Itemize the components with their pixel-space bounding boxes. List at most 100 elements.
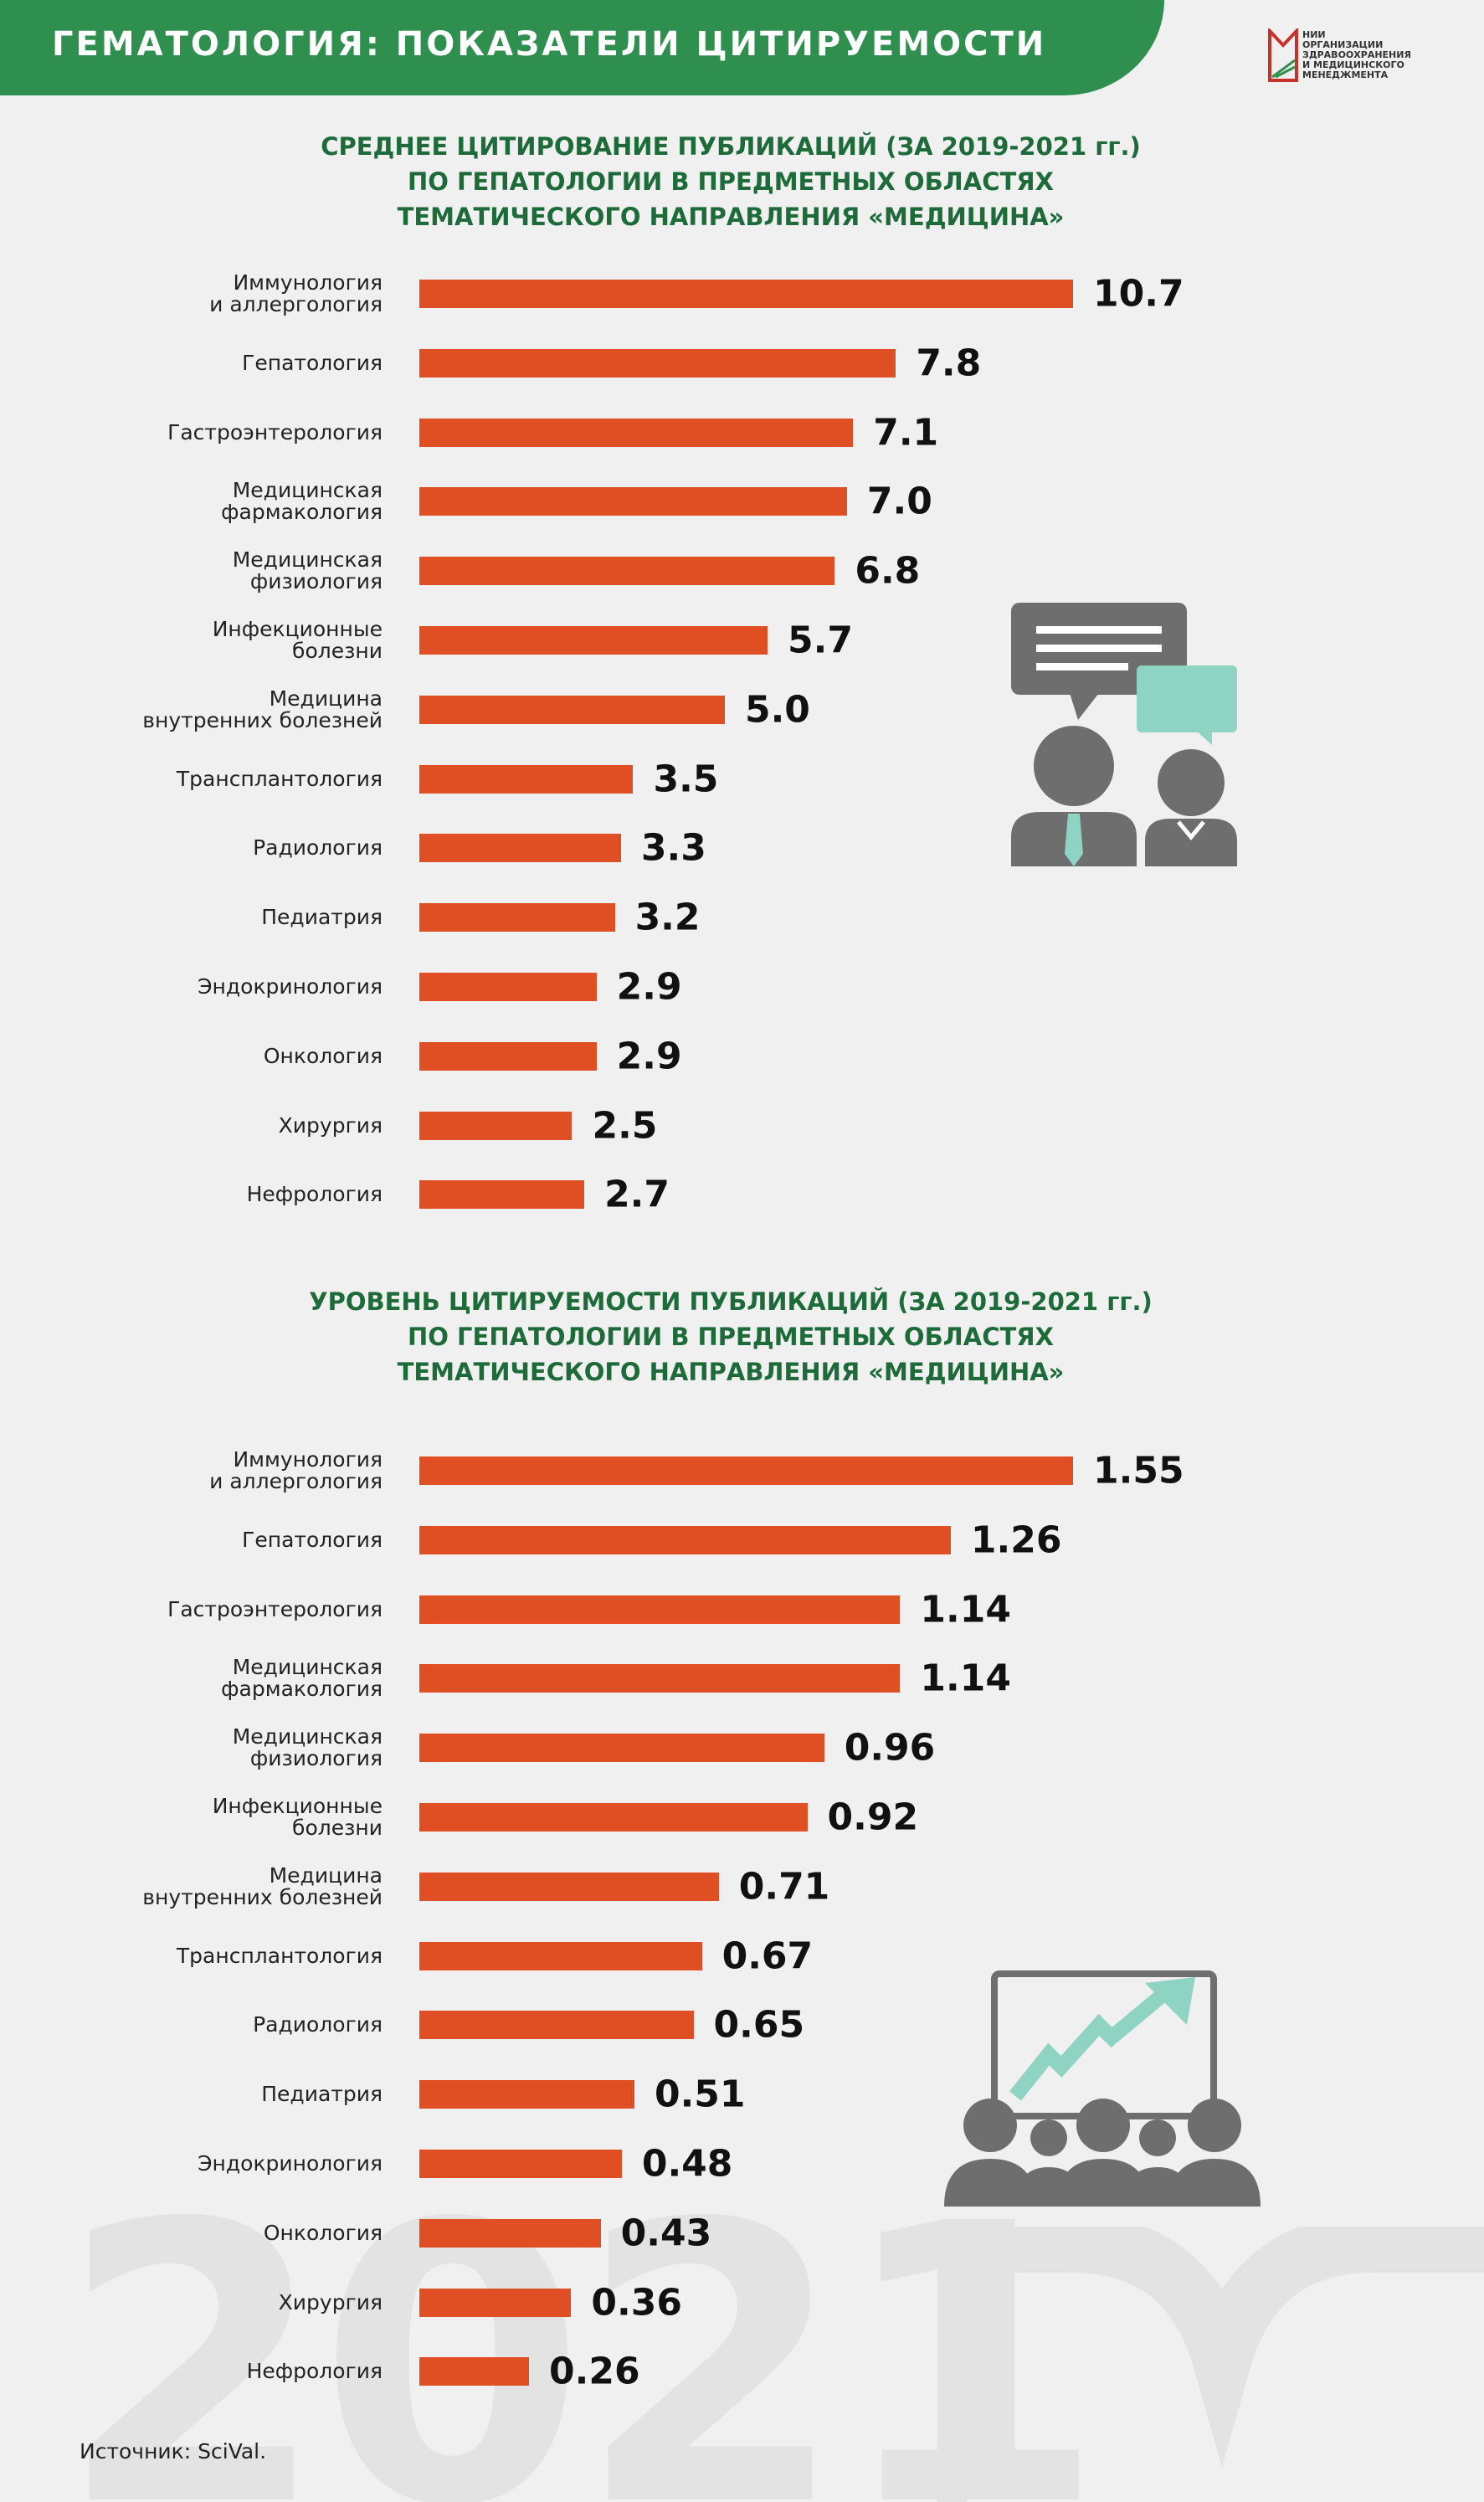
category-label: Гепатология [242, 350, 383, 375]
watermark-shape [937, 2227, 1484, 2502]
presentation-icon [944, 1970, 1261, 2207]
category-label: Трансплантология [176, 1943, 383, 1968]
category-label: Радиология [253, 2012, 383, 2037]
bar [419, 1180, 585, 1210]
bar [419, 973, 597, 1001]
category-label: Нефрология [246, 1182, 383, 1207]
value-label: 0.67 [721, 1934, 814, 1978]
bar [419, 1457, 1073, 1485]
watermark: 2021 [59, 2143, 1105, 2502]
value-label: 3.5 [653, 758, 719, 801]
category-label: Медицинская фармакология [221, 1655, 383, 1702]
value-label: 2.9 [616, 965, 682, 1009]
category-label: Хирургия [278, 2289, 383, 2314]
value-label: 5.0 [744, 688, 810, 732]
bar [419, 1111, 573, 1140]
bar [419, 903, 615, 932]
value-label: 0.92 [827, 1796, 919, 1839]
value-label: 7.8 [916, 342, 982, 385]
bar [419, 2011, 694, 2040]
bar [419, 348, 896, 378]
logo-line: И МЕДИЦИНСКОГО [1302, 59, 1404, 70]
category-label: Гепатология [242, 1527, 383, 1552]
bar [419, 1872, 719, 1901]
value-label: 10.7 [1093, 272, 1184, 316]
logo-line: ОРГАНИЗАЦИИ [1302, 39, 1384, 50]
category-label: Эндокринология [198, 974, 383, 999]
category-label: Онкология [263, 1043, 383, 1068]
bar [419, 626, 768, 655]
logo-line: ЗДРАВООХРАНЕНИЯ [1302, 49, 1411, 60]
value-label: 2.7 [604, 1173, 670, 1216]
value-label: 3.2 [634, 896, 701, 939]
bar [419, 764, 634, 794]
bar [419, 1734, 824, 1763]
logo-text: НИИ ОРГАНИЗАЦИИ ЗДРАВООХРАНЕНИЯ И МЕДИЦИНСК… [1302, 30, 1411, 80]
value-label: 0.96 [844, 1726, 936, 1770]
value-label: 0.36 [591, 2281, 682, 2325]
category-label: Эндокринология [198, 2151, 383, 2176]
category-label: Педиатрия [261, 2082, 383, 2107]
value-label: 0.71 [738, 1865, 830, 1909]
bar [419, 1941, 702, 1970]
bar [419, 1803, 808, 1832]
value-label: 3.3 [640, 826, 706, 870]
category-label: Медицина внутренних болезней [142, 686, 383, 732]
value-label: 5.7 [788, 619, 853, 662]
header-banner [0, 0, 1164, 95]
bar [419, 2150, 622, 2178]
bar [419, 1525, 951, 1554]
value-label: 0.65 [713, 2003, 805, 2047]
category-label: Нефрология [246, 2359, 383, 2384]
value-label: 7.0 [866, 480, 932, 523]
bar [419, 2288, 572, 2317]
category-label: Медицина внутренних болезней [142, 1862, 383, 1909]
logo-line: МЕНЕДЖМЕНТА [1302, 69, 1389, 80]
chart-title: СРЕДНЕЕ ЦИТИРОВАНИЕ ПУБЛИКАЦИЙ (ЗА 2019-… [321, 132, 1141, 231]
bar [419, 695, 725, 724]
category-label: Трансплантология [176, 766, 383, 791]
category-label: Медицинская фармакология [221, 478, 383, 525]
value-label: 1.55 [1093, 1449, 1184, 1492]
value-label: 0.48 [641, 2142, 733, 2186]
category-label: Педиатрия [261, 905, 383, 930]
bar [419, 1664, 901, 1693]
value-label: 2.9 [616, 1035, 682, 1078]
value-label: 0.43 [620, 2212, 712, 2255]
category-label: Иммунология и аллергология [209, 270, 383, 316]
page-title: ГЕМАТОЛОГИЯ: ПОКАЗАТЕЛИ ЦИТИРУЕМОСТИ [52, 25, 1047, 64]
value-label: 1.14 [920, 1657, 1011, 1700]
bar [419, 557, 835, 586]
value-label: 0.26 [549, 2350, 640, 2393]
value-label: 1.14 [920, 1588, 1011, 1631]
value-label: 1.26 [970, 1518, 1062, 1562]
source-note: Источник: SciVal. [80, 2439, 267, 2463]
chat-icon [1011, 603, 1237, 866]
bar [419, 418, 854, 447]
value-label: 2.5 [592, 1104, 658, 1148]
logo-line: НИИ [1302, 29, 1326, 40]
category-label: Онкология [263, 2220, 383, 2245]
category-label: Хирургия [278, 1112, 383, 1138]
bar [419, 834, 621, 863]
value-label: 7.1 [873, 411, 939, 455]
bar [419, 2357, 529, 2386]
category-label: Медицинская физиология [232, 547, 383, 594]
category-label: Гастроэнтерология [167, 419, 383, 444]
category-label: Медицинская физиология [232, 1724, 383, 1771]
bar [419, 280, 1073, 308]
category-label: Инфекционные болезни [212, 1794, 383, 1840]
value-label: 0.51 [654, 2073, 746, 2116]
chart-title: УРОВЕНЬ ЦИТИРУЕМОСТИ ПУБЛИКАЦИЙ (ЗА 2019… [309, 1287, 1153, 1386]
logo-mark [1268, 28, 1298, 82]
bar [419, 1041, 597, 1071]
bar [419, 2080, 634, 2109]
bar [419, 1595, 901, 1624]
bar [419, 2218, 601, 2248]
category-label: Инфекционные болезни [212, 617, 383, 663]
value-label: 6.8 [855, 549, 921, 593]
category-label: Иммунология и аллергология [209, 1447, 383, 1493]
category-label: Радиология [253, 835, 383, 861]
bar [419, 487, 847, 516]
